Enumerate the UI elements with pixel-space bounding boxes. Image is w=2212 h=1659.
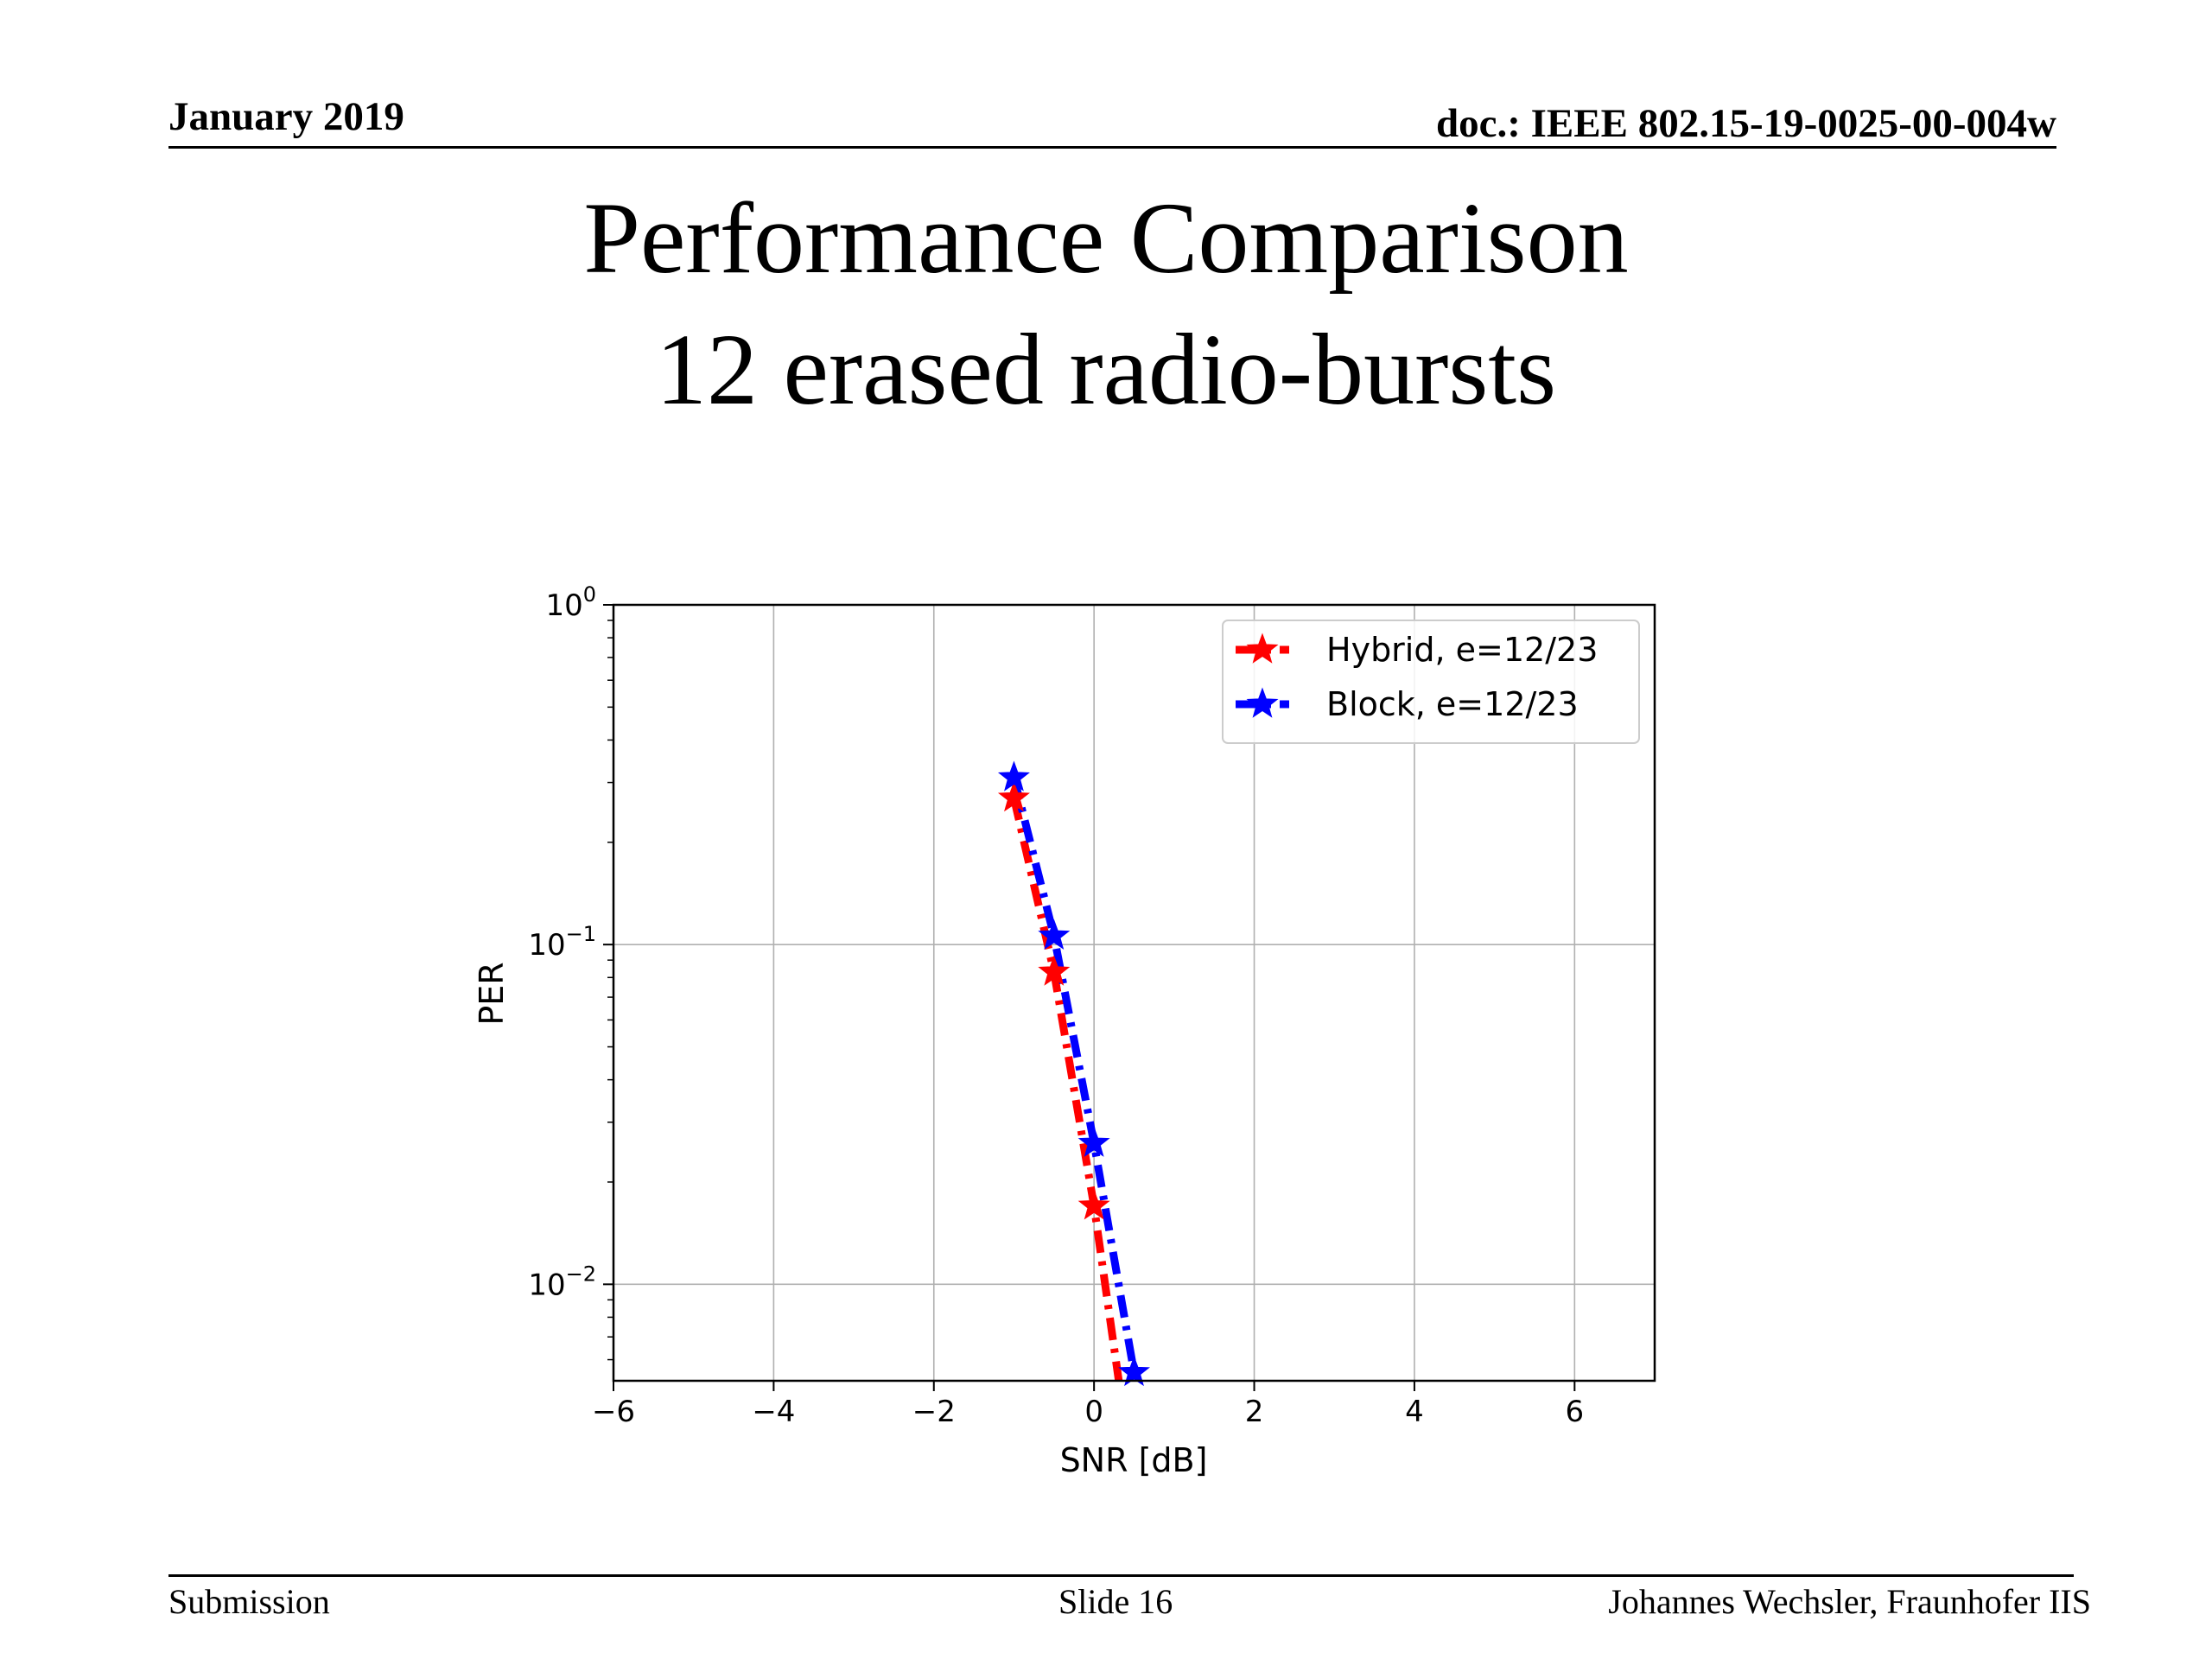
legend-items: Hybrid, e=12/23 Block, e=12/23 — [1236, 631, 1598, 723]
data-point-marker — [1077, 1126, 1110, 1157]
footer-submission: Submission — [168, 1582, 330, 1621]
series-layer — [1010, 776, 1138, 1381]
x-tick-label: 4 — [1405, 1395, 1424, 1429]
data-point-marker — [997, 781, 1030, 812]
y-tick-label: 10−2 — [528, 1262, 596, 1302]
x-axis-label: SNR [dB] — [1060, 1441, 1208, 1479]
y-tick-label: 100 — [545, 582, 596, 623]
data-point-marker — [1038, 955, 1071, 986]
x-axis-ticks: −6 −4 −2 0 2 4 6 — [592, 1381, 1584, 1429]
x-tick-label: 0 — [1084, 1395, 1103, 1429]
footer-rule — [168, 1574, 2074, 1577]
header-rule — [168, 146, 2056, 149]
x-tick-label: −2 — [912, 1395, 956, 1429]
x-tick-label: 2 — [1245, 1395, 1264, 1429]
data-point-marker — [1077, 1189, 1110, 1220]
series-line-0 — [1010, 797, 1123, 1381]
data-point-marker — [997, 760, 1030, 791]
data-point-marker — [1118, 1355, 1150, 1387]
y-tick-label: 10−1 — [528, 922, 596, 963]
y-axis-ticks: 100 10−1 10−2 — [528, 582, 613, 1302]
legend: Hybrid, e=12/23 Block, e=12/23 — [1222, 620, 1640, 744]
footer-slide-number: Slide 16 — [1058, 1582, 1173, 1621]
slide-title: Performance Comparison 12 erased radio-b… — [0, 173, 2212, 435]
data-point-marker — [1038, 918, 1071, 950]
title-line-1: Performance Comparison — [583, 181, 1629, 295]
header-date: January 2019 — [168, 94, 404, 139]
title-line-2: 12 erased radio-bursts — [655, 313, 1556, 426]
x-tick-label: −4 — [752, 1395, 795, 1429]
legend-marker-1 — [1246, 687, 1279, 718]
footer-author: Johannes Wechsler, Fraunhofer IIS — [1608, 1582, 2091, 1621]
legend-label-0: Hybrid, e=12/23 — [1326, 631, 1598, 669]
series-line-1 — [1010, 776, 1138, 1374]
x-tick-label: −6 — [592, 1395, 635, 1429]
marker-layer — [997, 760, 1150, 1387]
legend-label-1: Block, e=12/23 — [1326, 685, 1579, 723]
plot-frame — [612, 603, 1656, 1382]
header-doc-id: doc.: IEEE 802.15-19-0025-00-004w — [1435, 101, 2056, 146]
y-axis-label: PER — [473, 962, 511, 1025]
x-tick-label: 6 — [1565, 1395, 1584, 1429]
legend-box — [1222, 620, 1640, 744]
legend-marker-0 — [1246, 632, 1279, 664]
